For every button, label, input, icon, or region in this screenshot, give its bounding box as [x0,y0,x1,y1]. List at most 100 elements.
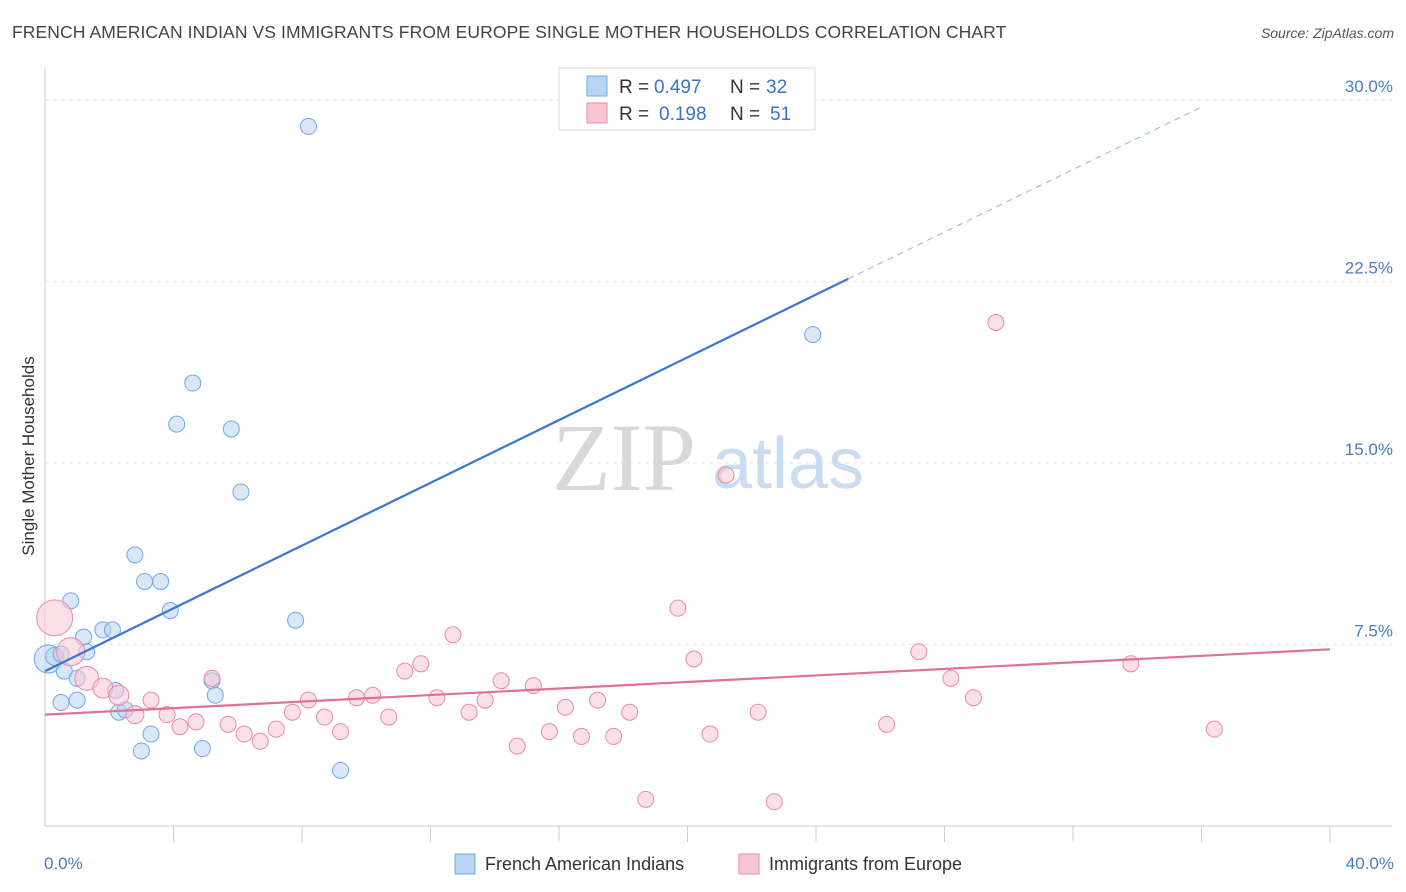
point-blue-23 [222,420,240,438]
point-pink-23 [412,655,430,673]
point-pink-26 [460,703,478,721]
point-pink-25 [444,626,462,644]
point-pink-12 [235,725,253,743]
point-pink-48 [987,313,1005,331]
source-label: Source: ZipAtlas.com [1260,25,1394,41]
legend-r-label-0: R = [619,77,649,98]
point-pink-2 [74,665,100,691]
legend-n-label-0: N = [730,77,760,98]
legend-swatch-pink [586,102,608,124]
point-pink-11 [219,715,237,733]
y-tick-label-1: 15.0% [1345,440,1393,459]
point-blue-29 [68,691,86,709]
point-blue-13 [132,742,150,760]
y-tick-label-0: 7.5% [1354,621,1393,640]
point-pink-10 [203,669,221,687]
series-french-american-indians [33,117,822,779]
legend: R = 0.497 N = 32 R = 0.198 N = 51 [558,67,816,131]
point-blue-26 [299,117,317,135]
point-pink-1 [56,637,86,667]
point-pink-39 [685,650,703,668]
point-blue-19 [184,374,202,392]
trend-line-pink [44,648,1331,716]
y-tick-label-2: 22.5% [1345,258,1393,277]
bottom-legend-label-0: French American Indians [485,854,684,874]
x-tick-label-1: 40.0% [1346,854,1394,873]
point-pink-40 [701,725,719,743]
point-pink-41 [717,466,735,484]
point-pink-36 [621,703,639,721]
watermark-zip: ZIP [552,404,696,511]
legend-n-value-0: 32 [766,77,787,98]
axes [44,68,1392,842]
point-pink-37 [637,790,655,808]
point-pink-8 [171,718,189,736]
bottom-legend-label-1: Immigrants from Europe [769,854,962,874]
legend-n-value-1: 51 [770,104,791,125]
point-pink-4 [108,684,130,706]
point-pink-24 [428,689,446,707]
watermark: ZIP atlas [552,404,864,511]
point-blue-2 [52,694,70,712]
point-pink-31 [540,723,558,741]
point-blue-20 [193,740,211,758]
point-blue-28 [804,326,822,344]
point-pink-18 [332,723,350,741]
y-tick-label-3: 30.0% [1345,77,1393,96]
chart-title: FRENCH AMERICAN INDIAN VS IMMIGRANTS FRO… [12,22,1007,42]
point-pink-22 [396,662,414,680]
point-pink-5 [125,705,145,725]
point-pink-33 [572,727,590,745]
legend-n-label-1: N = [730,104,760,125]
trend-lines [44,106,1331,716]
point-pink-27 [476,691,494,709]
point-blue-16 [152,573,170,591]
series-immigrants-from-europe [36,313,1223,811]
point-blue-27 [332,761,350,779]
point-pink-42 [749,703,767,721]
point-pink-38 [669,599,687,617]
point-pink-45 [910,643,928,661]
point-pink-15 [283,703,301,721]
point-pink-20 [364,686,382,704]
point-pink-17 [315,708,333,726]
point-blue-24 [232,483,250,501]
point-blue-12 [126,546,144,564]
point-pink-28 [492,672,510,690]
point-pink-32 [556,698,574,716]
point-pink-7 [158,706,176,724]
point-blue-15 [142,725,160,743]
point-blue-14 [136,573,154,591]
bottom-legend-swatch-blue [454,853,476,875]
point-blue-25 [287,611,305,629]
point-pink-50 [1205,720,1223,738]
point-blue-22 [206,686,224,704]
x-tick-label-0: 0.0% [44,854,83,873]
tick-labels: 7.5% 15.0% 22.5% 30.0% 0.0% 40.0% [44,77,1394,873]
point-pink-6 [142,691,160,709]
watermark-atlas: atlas [712,424,864,504]
point-pink-21 [380,708,398,726]
point-pink-0 [36,599,74,637]
point-pink-13 [251,732,269,750]
point-pink-35 [605,727,623,745]
point-pink-34 [589,691,607,709]
point-pink-44 [878,715,896,733]
point-pink-46 [942,669,960,687]
bottom-legend-swatch-pink [738,853,760,875]
y-axis-label: Single Mother Households [19,356,38,555]
point-pink-30 [524,677,542,695]
legend-swatch-blue [586,75,608,97]
point-pink-43 [765,793,783,811]
point-blue-18 [168,415,186,433]
legend-r-value-1: 0.198 [659,104,707,125]
point-pink-29 [508,737,526,755]
trend-line-blue-extension [847,106,1202,280]
point-pink-14 [267,720,285,738]
trend-line-blue [44,277,849,673]
grid [45,99,1392,645]
point-pink-47 [964,689,982,707]
legend-r-value-0: 0.497 [654,77,702,98]
bottom-legend: French American Indians Immigrants from … [454,853,962,875]
